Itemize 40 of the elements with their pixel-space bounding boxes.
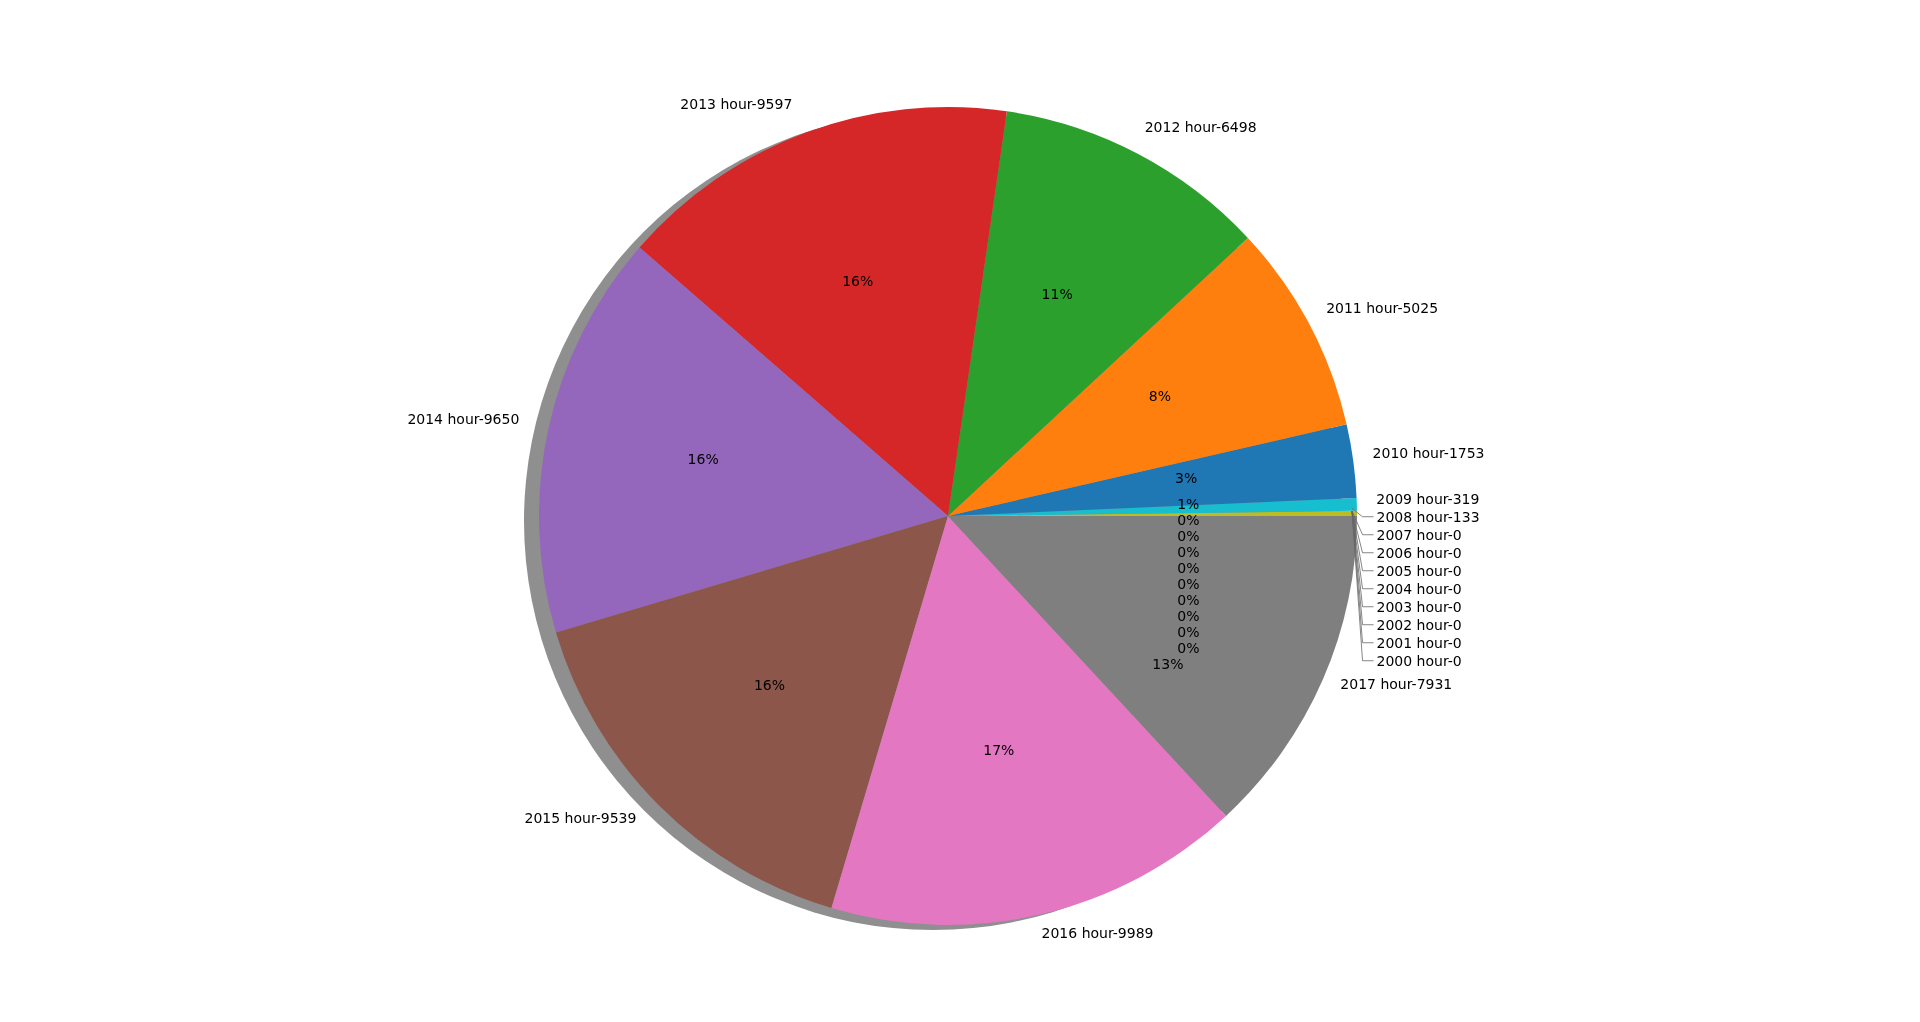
slice-label: 2013 hour-9597 (680, 96, 793, 113)
data-label: 1% (1177, 496, 1200, 513)
text: 0% (1177, 560, 1200, 577)
category-label: 2005 hour-0 (1376, 562, 1462, 579)
slice-label: 2012 hour-6498 (1144, 119, 1257, 136)
text: 0% (1177, 608, 1200, 625)
slice-label: 2015 hour-9539 (524, 809, 637, 826)
slice-label: 2017 hour-7931 (1340, 676, 1453, 693)
category-label: 2003 hour-0 (1376, 598, 1462, 615)
pie-slice (539, 247, 948, 633)
category-label: 2007 hour-0 (1376, 526, 1462, 543)
category-label: 2001 hour-0 (1376, 634, 1462, 651)
data-label: 13% (1152, 656, 1184, 673)
text: 0% (1177, 544, 1200, 561)
data-label: 3% (1175, 469, 1198, 486)
data-label: 16% (842, 272, 874, 289)
data-label: 16% (753, 676, 786, 693)
slice-label: 2008 hour-133 (1376, 508, 1480, 525)
category-label: 2004 hour-0 (1376, 580, 1462, 597)
data-label: 11% (1041, 285, 1073, 302)
text: 0% (1177, 528, 1200, 545)
category-label: 2002 hour-0 (1376, 616, 1462, 633)
category-label: 2000 hour-0 (1376, 652, 1462, 669)
data-label: 16% (687, 450, 719, 467)
slice-label: 2011 hour-5025 (1326, 300, 1439, 317)
pie-slice (831, 516, 1227, 925)
text: 0% (1177, 640, 1200, 657)
data-label: 0% (1177, 512, 1200, 529)
category-label: 2006 hour-0 (1376, 544, 1462, 561)
text: 0% (1177, 592, 1200, 609)
pie-slice (948, 424, 1357, 516)
slice-label: 2014 hour-9650 (407, 411, 520, 428)
slice-label: 2009 hour-319 (1376, 490, 1480, 507)
slice-label: 2016 hour-9989 (1041, 925, 1154, 942)
text: 0% (1177, 576, 1200, 593)
data-label: 8% (1148, 388, 1171, 405)
text: 0% (1177, 624, 1200, 641)
pie-slice (639, 107, 1007, 516)
slice-label: 2010 hour-1753 (1372, 444, 1485, 461)
data-label: 17% (983, 741, 1015, 758)
